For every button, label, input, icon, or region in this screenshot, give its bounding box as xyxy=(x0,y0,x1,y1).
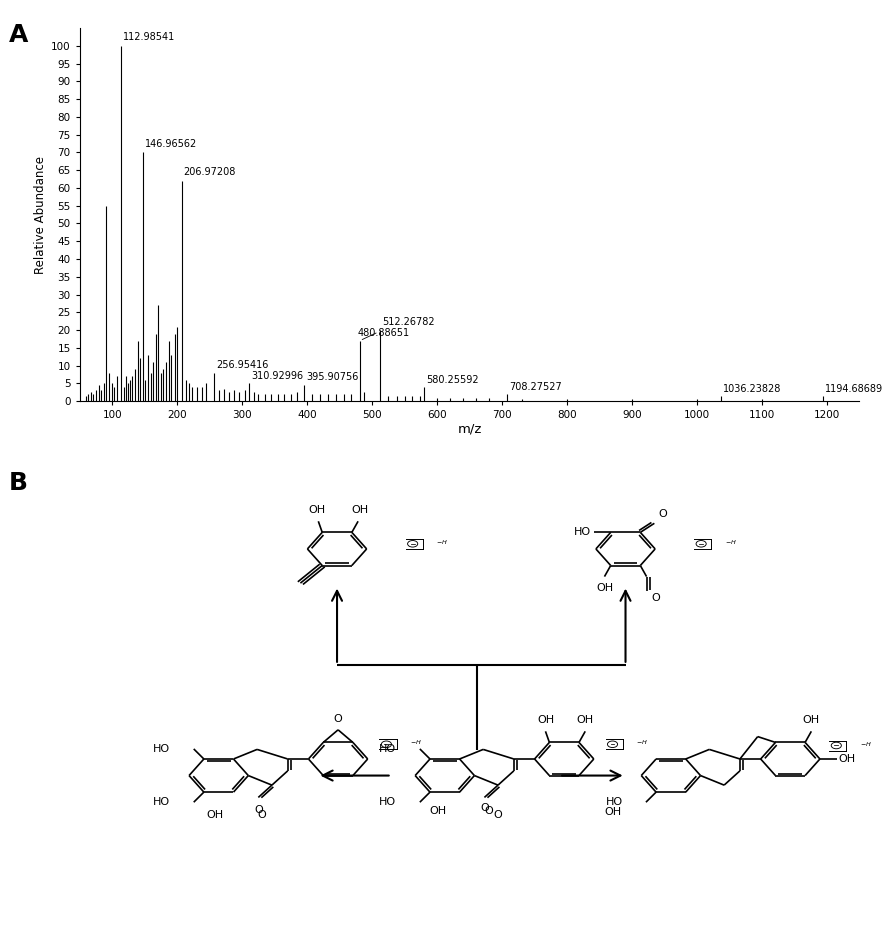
Text: 1036.23828: 1036.23828 xyxy=(722,384,781,394)
Text: OH: OH xyxy=(839,754,856,764)
Text: HO: HO xyxy=(574,527,591,537)
Text: OH: OH xyxy=(577,715,594,725)
Text: HO: HO xyxy=(379,744,396,753)
Text: HO: HO xyxy=(605,797,623,807)
Text: 1194.68689: 1194.68689 xyxy=(826,384,883,394)
X-axis label: m/z: m/z xyxy=(457,423,482,436)
Text: OH: OH xyxy=(206,810,224,820)
Text: O: O xyxy=(484,807,493,816)
Text: 146.96562: 146.96562 xyxy=(144,139,197,149)
Y-axis label: Relative Abundance: Relative Abundance xyxy=(34,155,47,273)
Text: O: O xyxy=(334,714,343,724)
Text: OH: OH xyxy=(537,715,554,725)
Text: $^{-H}$: $^{-H}$ xyxy=(436,539,448,548)
Text: 395.90756: 395.90756 xyxy=(307,373,359,382)
Text: A: A xyxy=(9,23,28,48)
Text: O: O xyxy=(481,803,490,813)
Text: O: O xyxy=(651,593,660,603)
Text: 512.26782: 512.26782 xyxy=(382,316,435,327)
Text: $^{-H}$: $^{-H}$ xyxy=(410,739,422,749)
Text: 480.88651: 480.88651 xyxy=(358,328,410,338)
Text: HO: HO xyxy=(153,744,170,753)
Text: B: B xyxy=(9,471,27,495)
Text: O: O xyxy=(254,805,262,815)
Text: HO: HO xyxy=(153,797,170,807)
Text: O: O xyxy=(494,810,502,820)
Text: OH: OH xyxy=(429,807,447,816)
Text: OH: OH xyxy=(803,715,820,725)
Text: 708.27527: 708.27527 xyxy=(509,382,562,392)
Text: OH: OH xyxy=(604,807,622,817)
Text: O: O xyxy=(658,509,667,519)
Text: OH: OH xyxy=(596,582,613,592)
Text: 206.97208: 206.97208 xyxy=(183,168,236,177)
Text: OH: OH xyxy=(308,505,325,515)
Text: $^{-H}$: $^{-H}$ xyxy=(636,739,648,749)
Text: 112.98541: 112.98541 xyxy=(122,32,175,42)
Text: OH: OH xyxy=(351,505,369,515)
Text: 256.95416: 256.95416 xyxy=(216,359,268,370)
Text: 310.92996: 310.92996 xyxy=(252,371,303,381)
Text: HO: HO xyxy=(379,797,396,807)
Text: 580.25592: 580.25592 xyxy=(426,375,478,385)
Text: $^{-H}$: $^{-H}$ xyxy=(725,539,736,548)
Text: O: O xyxy=(258,810,267,820)
Text: $^{-H}$: $^{-H}$ xyxy=(859,741,872,750)
